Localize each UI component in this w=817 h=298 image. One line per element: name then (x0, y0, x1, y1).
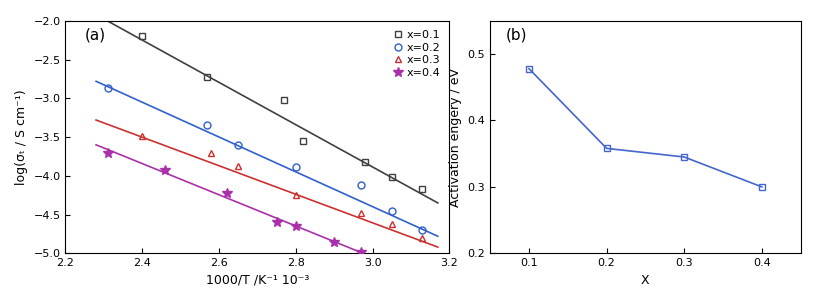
x=0.1 (203, 75, 212, 78)
x=0.4 (271, 221, 281, 224)
x=0.1 (279, 98, 289, 102)
x=0.4 (356, 250, 366, 254)
Text: (b): (b) (506, 28, 527, 43)
x=0.3 (356, 211, 366, 215)
x=0.2 (291, 165, 301, 168)
x=0.2 (203, 124, 212, 127)
x=0.1 (360, 160, 370, 164)
Legend: x=0.1, x=0.2, x=0.3, x=0.4: x=0.1, x=0.2, x=0.3, x=0.4 (390, 27, 444, 81)
x=0.4 (329, 240, 339, 243)
X-axis label: 1000/T /K⁻¹ 10⁻³: 1000/T /K⁻¹ 10⁻³ (206, 274, 309, 287)
Y-axis label: log(σₜ / S cm⁻¹): log(σₜ / S cm⁻¹) (15, 89, 28, 185)
x=0.1 (137, 35, 147, 38)
x=0.3 (386, 222, 396, 226)
x=0.1 (417, 187, 427, 191)
x=0.2 (356, 183, 366, 187)
Line: x=0.2: x=0.2 (104, 85, 426, 234)
x=0.3 (417, 236, 427, 240)
x=0.4 (221, 191, 231, 195)
Line: x=0.4: x=0.4 (103, 148, 366, 257)
x=0.4 (103, 151, 113, 154)
x=0.2 (233, 143, 243, 147)
x=0.1 (298, 139, 308, 143)
Y-axis label: Activation engery / eV: Activation engery / eV (449, 68, 462, 207)
x=0.2 (417, 228, 427, 232)
Text: (a): (a) (85, 28, 105, 43)
x=0.2 (386, 209, 396, 212)
x=0.3 (291, 193, 301, 197)
Line: x=0.1: x=0.1 (139, 33, 426, 193)
X-axis label: X: X (641, 274, 650, 287)
x=0.3 (233, 164, 243, 167)
x=0.1 (386, 176, 396, 179)
Line: x=0.3: x=0.3 (139, 132, 426, 241)
x=0.2 (103, 86, 113, 90)
x=0.3 (207, 151, 217, 154)
x=0.4 (160, 169, 170, 172)
x=0.4 (291, 224, 301, 228)
x=0.3 (137, 134, 147, 137)
